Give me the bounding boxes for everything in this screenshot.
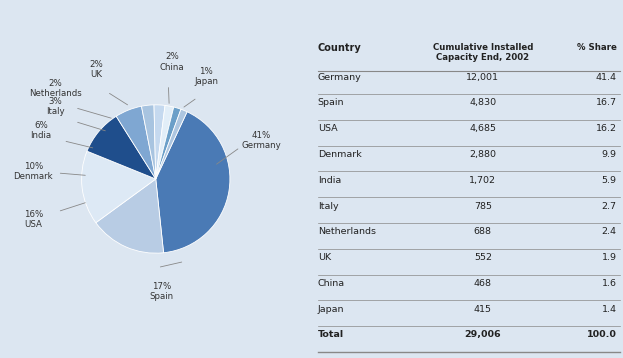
Text: Germany: Germany xyxy=(318,73,361,82)
Text: 1%
Japan: 1% Japan xyxy=(194,67,218,86)
Text: 16.2: 16.2 xyxy=(596,124,617,133)
Wedge shape xyxy=(156,109,187,179)
Text: 2%
Netherlands: 2% Netherlands xyxy=(29,79,82,98)
Text: Denmark: Denmark xyxy=(318,150,361,159)
Text: USA: USA xyxy=(318,124,338,133)
Wedge shape xyxy=(87,116,156,179)
Wedge shape xyxy=(156,107,181,179)
Text: 1,702: 1,702 xyxy=(469,176,497,185)
Text: Country: Country xyxy=(318,43,361,53)
Text: 2,880: 2,880 xyxy=(469,150,497,159)
Text: 100.0: 100.0 xyxy=(587,330,617,339)
Text: 2%
UK: 2% UK xyxy=(90,59,103,79)
Text: Netherlands: Netherlands xyxy=(318,227,376,236)
Wedge shape xyxy=(117,106,156,179)
Wedge shape xyxy=(154,105,165,179)
Text: 29,006: 29,006 xyxy=(465,330,501,339)
Text: 17%
Spain: 17% Spain xyxy=(150,282,174,301)
Text: 12,001: 12,001 xyxy=(467,73,499,82)
Text: 9.9: 9.9 xyxy=(602,150,617,159)
Text: 2%
China: 2% China xyxy=(159,52,184,72)
Text: 5.9: 5.9 xyxy=(602,176,617,185)
Text: Italy: Italy xyxy=(318,202,338,211)
Wedge shape xyxy=(156,112,230,253)
Wedge shape xyxy=(82,151,156,223)
Text: 785: 785 xyxy=(474,202,492,211)
Text: Spain: Spain xyxy=(318,98,345,107)
Text: 41.4: 41.4 xyxy=(596,73,617,82)
Text: India: India xyxy=(318,176,341,185)
Text: 415: 415 xyxy=(474,305,492,314)
Wedge shape xyxy=(141,105,156,179)
Text: 552: 552 xyxy=(474,253,492,262)
Text: Japan: Japan xyxy=(318,305,345,314)
Text: 3%
Italy: 3% Italy xyxy=(46,97,65,116)
Text: 1.6: 1.6 xyxy=(602,279,617,288)
Text: 10%
Denmark: 10% Denmark xyxy=(14,162,53,181)
Text: 41%
Germany: 41% Germany xyxy=(241,131,281,150)
Text: 1.4: 1.4 xyxy=(602,305,617,314)
Text: 1.9: 1.9 xyxy=(602,253,617,262)
Text: 2.4: 2.4 xyxy=(602,227,617,236)
Text: UK: UK xyxy=(318,253,331,262)
Wedge shape xyxy=(96,179,164,253)
Text: China: China xyxy=(318,279,345,288)
Text: Cumulative Installed
Capacity End, 2002: Cumulative Installed Capacity End, 2002 xyxy=(432,43,533,62)
Text: 4,830: 4,830 xyxy=(469,98,497,107)
Text: 4,685: 4,685 xyxy=(469,124,497,133)
Text: 688: 688 xyxy=(474,227,492,236)
Text: % Share: % Share xyxy=(577,43,617,52)
Text: Total: Total xyxy=(318,330,344,339)
Text: 2.7: 2.7 xyxy=(602,202,617,211)
Text: 468: 468 xyxy=(474,279,492,288)
Text: 16.7: 16.7 xyxy=(596,98,617,107)
Text: 16%
USA: 16% USA xyxy=(24,210,43,229)
Text: 6%
India: 6% India xyxy=(31,121,51,140)
Wedge shape xyxy=(156,105,174,179)
